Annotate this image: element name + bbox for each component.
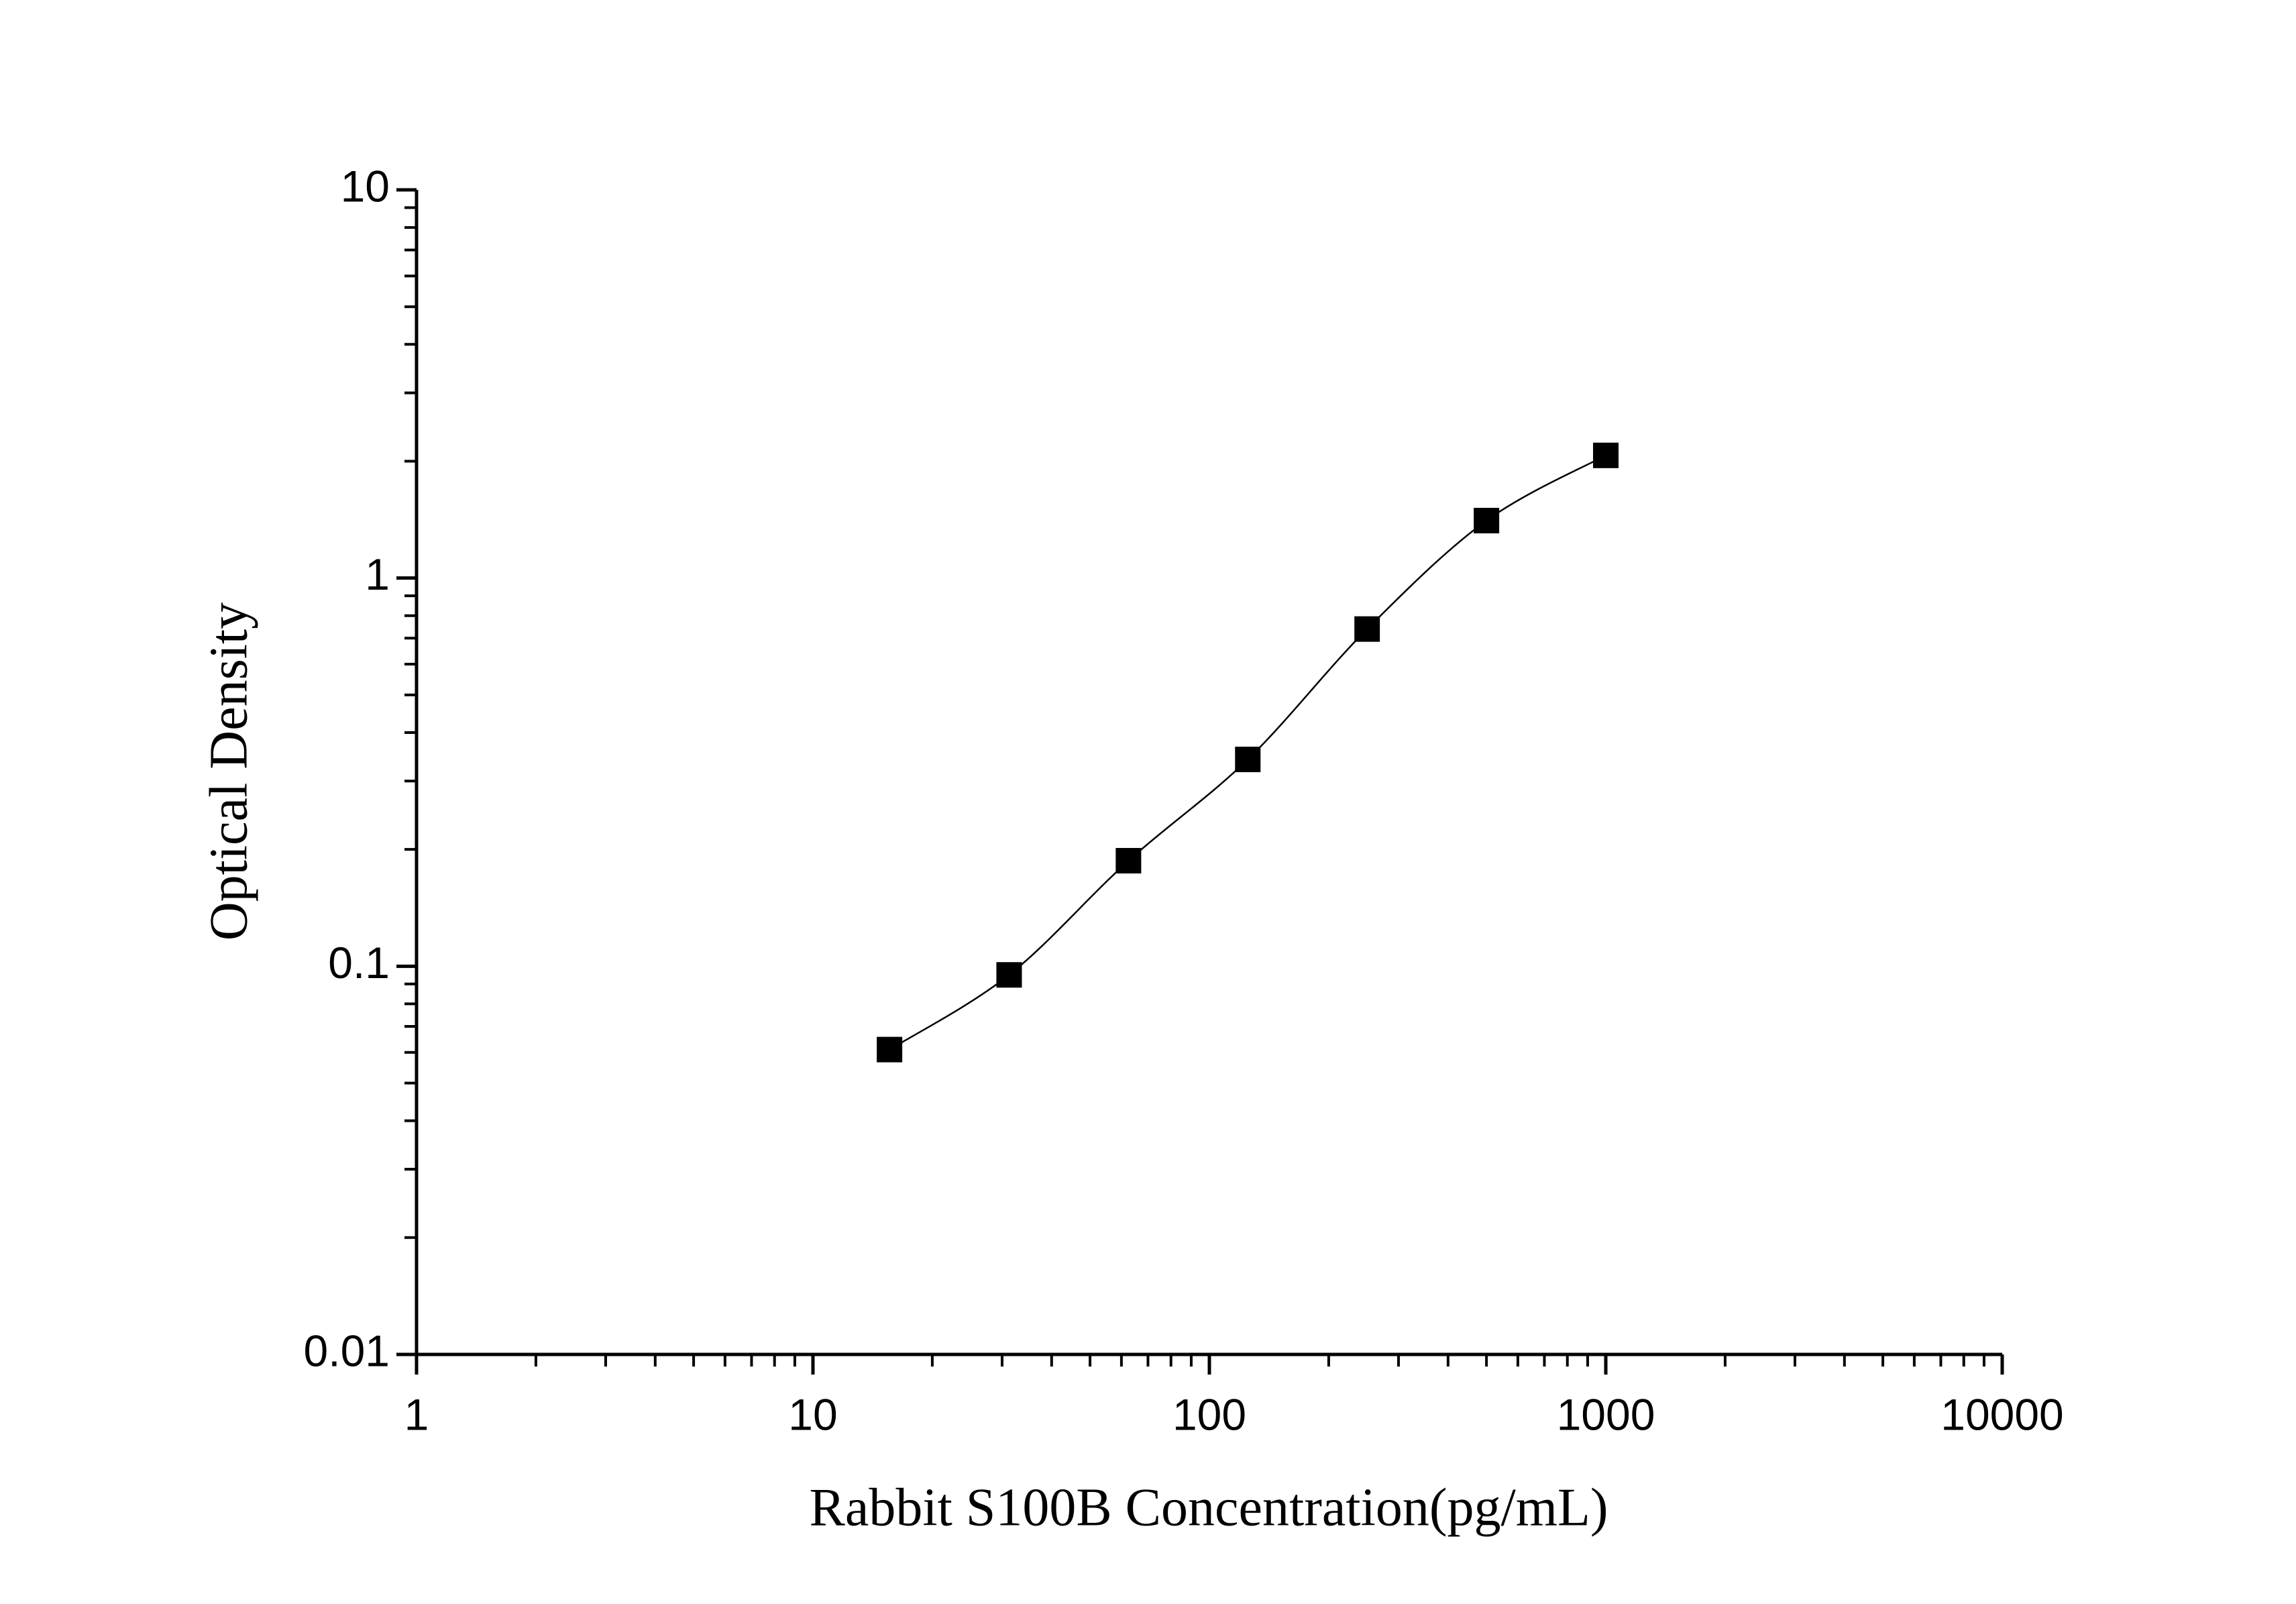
x-tick-label: 1000 (1557, 1389, 1655, 1439)
data-point (1593, 442, 1619, 468)
x-tick-label: 1 (404, 1389, 429, 1439)
y-tick-label: 0.1 (328, 938, 390, 987)
x-tick-label: 10000 (1940, 1389, 2064, 1439)
x-tick-label: 10 (788, 1389, 837, 1439)
y-tick-label: 10 (341, 161, 390, 211)
x-axis-title: Rabbit S100B Concentration(pg/mL) (810, 1478, 1608, 1537)
data-point (1474, 508, 1500, 534)
data-point (877, 1036, 903, 1063)
y-axis-title: Optical Density (199, 602, 258, 941)
data-point (996, 962, 1022, 988)
data-point (1235, 747, 1261, 773)
x-tick-label: 100 (1172, 1389, 1246, 1439)
y-tick-label: 1 (365, 549, 390, 599)
data-point (1354, 616, 1380, 642)
y-tick-label: 0.01 (304, 1326, 390, 1375)
data-point (1115, 848, 1142, 874)
